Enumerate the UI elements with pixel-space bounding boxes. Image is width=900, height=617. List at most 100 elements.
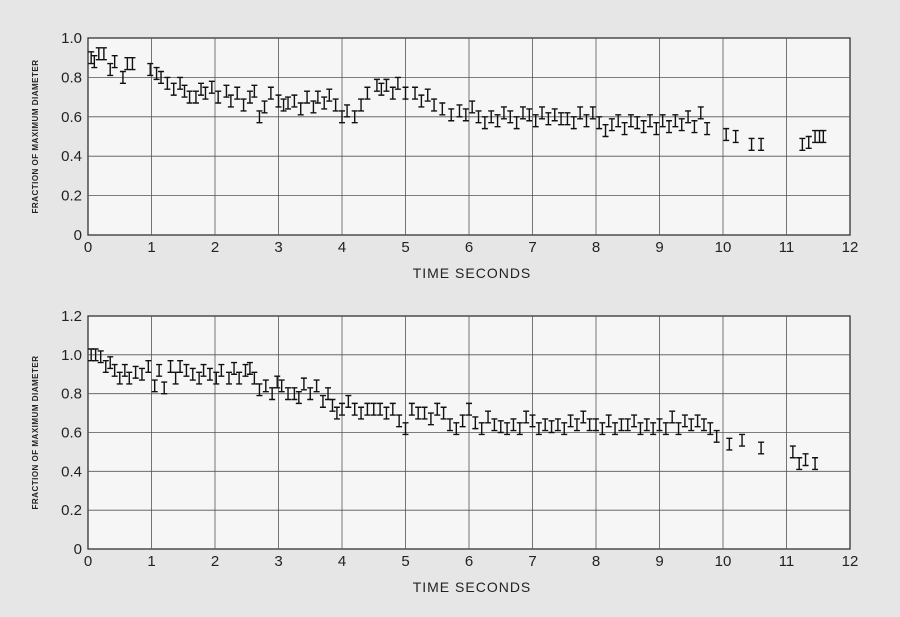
error-bar xyxy=(561,422,568,436)
error-bar xyxy=(700,418,707,432)
data-point xyxy=(500,106,507,120)
error-bar xyxy=(121,363,128,377)
data-point xyxy=(672,114,679,128)
x-tick-label: 12 xyxy=(842,553,859,570)
data-point xyxy=(332,98,339,112)
x-tick-label: 3 xyxy=(274,553,282,570)
error-bar xyxy=(280,98,287,112)
error-bar xyxy=(526,108,533,122)
data-point xyxy=(529,414,536,428)
data-point xyxy=(383,406,390,420)
error-bar xyxy=(691,120,698,134)
error-bar xyxy=(612,422,619,436)
data-point xyxy=(111,55,118,69)
error-bar xyxy=(225,371,232,385)
error-bar xyxy=(707,422,714,436)
data-point xyxy=(364,402,371,416)
data-point xyxy=(643,418,650,432)
data-point xyxy=(507,110,514,124)
data-point xyxy=(138,367,145,381)
error-bar xyxy=(589,106,596,120)
error-bar xyxy=(570,116,577,130)
data-point xyxy=(304,90,311,104)
data-point xyxy=(691,120,698,134)
error-bar xyxy=(242,363,249,377)
data-point xyxy=(513,116,520,130)
error-bar xyxy=(124,57,131,71)
error-bar xyxy=(396,414,403,428)
data-point xyxy=(177,76,184,90)
error-bar xyxy=(206,367,213,381)
error-bar xyxy=(602,123,609,138)
error-bar xyxy=(389,86,396,100)
data-point xyxy=(95,47,102,61)
data-point xyxy=(439,102,446,116)
error-bar xyxy=(462,108,469,122)
data-point xyxy=(164,76,171,90)
error-bar xyxy=(646,114,653,128)
data-point xyxy=(421,406,428,420)
error-bar xyxy=(596,116,603,130)
data-point xyxy=(262,379,269,393)
error-bar xyxy=(427,412,434,426)
x-tick-label: 5 xyxy=(401,553,409,570)
error-bar xyxy=(151,379,158,393)
error-bar xyxy=(378,82,385,96)
data-point xyxy=(739,433,746,447)
x-tick-label: 10 xyxy=(715,239,732,256)
error-bar xyxy=(513,116,520,130)
error-bar xyxy=(167,359,174,374)
data-point xyxy=(158,70,165,85)
data-point xyxy=(697,106,704,120)
data-point xyxy=(586,418,593,432)
data-point xyxy=(564,112,571,126)
error-bar xyxy=(542,418,549,432)
error-bar xyxy=(545,112,552,126)
data-point xyxy=(805,135,812,150)
x-tick-label: 3 xyxy=(274,239,282,256)
data-point xyxy=(278,379,285,393)
data-point xyxy=(653,122,660,136)
data-point xyxy=(440,406,447,420)
data-point xyxy=(602,123,609,138)
error-bar xyxy=(278,379,285,393)
data-point xyxy=(358,98,365,112)
data-point xyxy=(427,412,434,426)
error-bar xyxy=(97,350,104,364)
error-bar xyxy=(805,135,812,150)
data-point xyxy=(519,106,526,120)
data-point xyxy=(666,120,673,134)
data-point xyxy=(88,51,95,65)
error-bar xyxy=(192,90,199,104)
error-bar xyxy=(262,379,269,393)
data-point xyxy=(339,402,345,416)
error-bar xyxy=(170,82,177,96)
x-tick-label: 4 xyxy=(338,553,346,570)
data-point xyxy=(789,445,796,459)
data-point xyxy=(202,86,209,100)
data-point xyxy=(383,78,390,92)
error-bar xyxy=(434,402,441,416)
data-point xyxy=(321,96,328,110)
error-bar xyxy=(418,94,425,108)
x-tick-label: 1 xyxy=(147,239,155,256)
data-point xyxy=(573,418,580,432)
data-point xyxy=(389,86,396,100)
data-point xyxy=(275,94,282,108)
error-bar xyxy=(275,94,282,108)
error-bar xyxy=(351,110,358,124)
data-point xyxy=(481,116,488,130)
data-point xyxy=(267,86,274,100)
error-bar xyxy=(583,114,590,128)
error-bar xyxy=(453,422,460,436)
data-point xyxy=(599,422,606,436)
data-point xyxy=(475,110,482,124)
data-point xyxy=(516,422,523,436)
y-tick-label: 0.8 xyxy=(61,386,82,403)
error-bar xyxy=(532,114,539,128)
error-bar xyxy=(100,47,107,61)
error-bar xyxy=(202,86,209,100)
error-bar xyxy=(314,90,321,104)
data-point xyxy=(370,402,377,416)
